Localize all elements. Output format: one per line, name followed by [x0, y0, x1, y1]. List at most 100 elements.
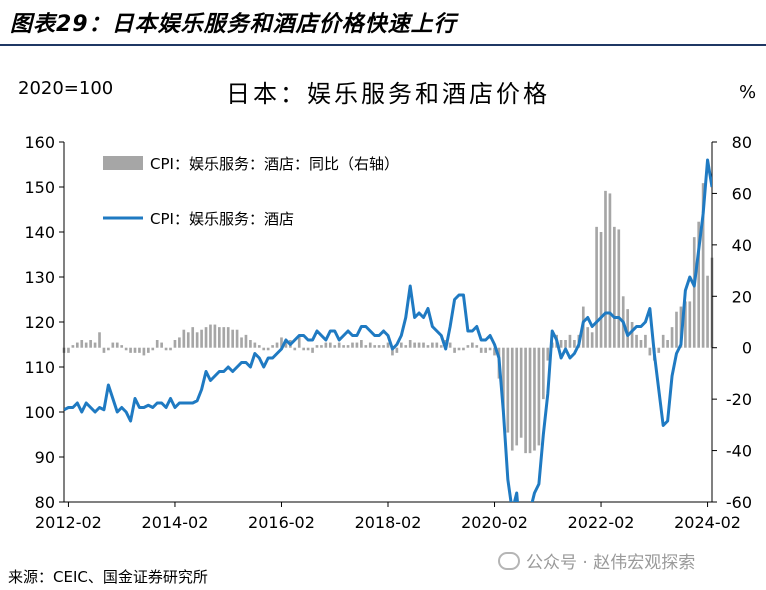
bar-2014-10 [209, 324, 212, 348]
bar-2020-06 [510, 347, 514, 451]
bar-2012-10 [102, 347, 106, 353]
bar-2019-01 [435, 342, 439, 348]
bar-2012-11 [107, 347, 110, 351]
bar-2023-06 [670, 327, 674, 348]
bar-2018-06 [404, 345, 408, 348]
left-tick-label-110: 110 [24, 358, 55, 377]
bar-2015-10 [262, 347, 266, 351]
line-path [64, 158, 712, 502]
bar-2021-05 [559, 340, 563, 348]
x-tick-label-2020-02: 2020-02 [461, 513, 528, 532]
bar-2018-05 [399, 342, 403, 348]
bar-2015-08 [253, 342, 257, 348]
right-tick-label--20: -20 [726, 390, 752, 409]
bar-2018-02 [386, 342, 390, 348]
bar-2018-11 [426, 345, 430, 348]
legend-bar-label: CPI：娱乐服务：酒店：同比（右轴） [150, 155, 399, 173]
left-tick-label-100: 100 [24, 403, 55, 422]
bar-2018-01 [382, 345, 385, 348]
bar-2020-08 [519, 347, 523, 438]
bar-2012-05 [80, 340, 84, 348]
bar-2022-02 [599, 232, 603, 348]
left-axis-unit: 2020=100 [18, 78, 113, 99]
bar-2019-08 [466, 345, 470, 348]
left-tick-label-80: 80 [35, 493, 55, 512]
right-tick-label-80: 80 [732, 133, 752, 152]
watermark: 公众号 · 赵伟宏观探索 [498, 548, 695, 573]
bar-2018-03 [391, 347, 394, 356]
bar-2015-04 [235, 329, 239, 348]
bar-2017-07 [355, 342, 359, 348]
bar-2018-10 [422, 342, 425, 348]
bar-2019-11 [479, 347, 483, 353]
bar-2015-05 [240, 337, 243, 348]
right-tick-label-60: 60 [732, 184, 752, 203]
bar-2020-01 [488, 347, 492, 351]
bar-2022-10 [635, 334, 638, 348]
right-tick-label-20: 20 [732, 287, 752, 306]
bar-2020-05 [506, 347, 510, 433]
bar-2021-08 [573, 340, 576, 348]
bar-2014-03 [178, 337, 181, 348]
bar-2015-03 [231, 329, 234, 348]
figure-title: 图表29：日本娱乐服务和酒店价格快速上行 [10, 12, 457, 37]
bar-2015-02 [226, 327, 230, 348]
bar-2021-11 [586, 327, 590, 348]
left-tick-label-120: 120 [24, 313, 55, 332]
bar-2014-06 [191, 327, 195, 348]
bar-2014-08 [200, 329, 203, 348]
bar-2020-09 [524, 347, 527, 454]
right-axis-unit: % [739, 82, 756, 103]
bar-2014-05 [186, 332, 190, 348]
bar-2017-12 [377, 345, 381, 348]
chart-svg: 日本：娱乐服务和酒店价格 2020=100 % 80 90 100 110 120 130… [18, 78, 756, 532]
bar-2023-07 [675, 311, 678, 348]
bar-2018-09 [417, 342, 421, 348]
bar-2014-11 [213, 324, 217, 348]
bar-2014-12 [218, 327, 221, 348]
bar-2013-02 [120, 345, 124, 348]
source-note: 来源：CEIC、国金证券研究所 [8, 568, 208, 586]
x-tick-label-2022-02: 2022-02 [568, 513, 635, 532]
bar-2013-09 [151, 347, 155, 351]
bar-2013-12 [164, 347, 168, 351]
bar-2016-01 [275, 342, 279, 348]
bar-2019-12 [484, 347, 487, 353]
bar-2012-03 [71, 345, 75, 348]
left-tick-label-140: 140 [24, 223, 55, 242]
bar-2023-04 [661, 334, 665, 348]
bar-2022-01 [595, 226, 598, 348]
bar-2023-11 [692, 237, 696, 348]
bar-2023-09 [684, 301, 687, 348]
bar-2012-09 [98, 332, 101, 348]
bar-2015-01 [222, 327, 226, 348]
bar-2020-12 [537, 347, 541, 446]
bar-2013-06 [138, 347, 141, 353]
x-tick-label-2012-02: 2012-02 [35, 513, 102, 532]
bar-2014-09 [204, 327, 208, 348]
bar-2012-04 [75, 342, 79, 348]
title-rule [0, 44, 766, 46]
bar-2014-02 [173, 340, 177, 348]
bar-2013-03 [124, 347, 128, 351]
bar-2016-08 [306, 347, 310, 351]
bar-2023-01 [648, 347, 652, 356]
bar-2017-11 [373, 345, 377, 348]
bar-2019-02 [439, 345, 443, 348]
left-tick-label-160: 160 [24, 133, 55, 152]
legend-line-label: CPI：娱乐服务：酒店 [150, 210, 294, 228]
bar-2024-01 [701, 183, 705, 348]
bar-2021-12 [590, 332, 594, 348]
bar-2024-02 [706, 275, 709, 348]
bar-2016-02 [280, 337, 283, 348]
bar-2015-11 [266, 347, 270, 351]
bar-2020-02 [493, 347, 496, 356]
bar-2022-11 [639, 340, 643, 348]
bar-2020-04 [502, 347, 505, 412]
bar-2015-06 [244, 334, 248, 348]
bar-2013-05 [133, 347, 137, 353]
bar-2017-06 [351, 342, 354, 348]
right-tick-label--60: -60 [726, 493, 752, 512]
bar-2015-12 [271, 345, 274, 348]
bar-2013-04 [129, 347, 132, 353]
